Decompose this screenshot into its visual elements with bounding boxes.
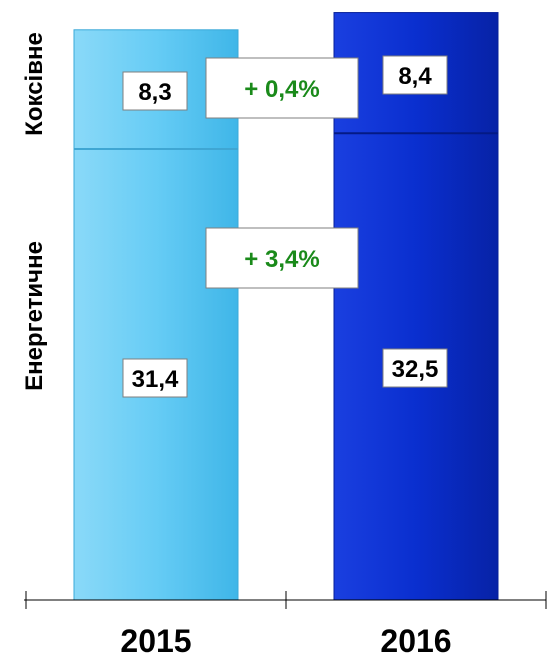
- data-label-box-2015-0: [122, 358, 188, 398]
- data-label-2015-1: 8,3: [138, 79, 171, 106]
- data-label-2016-0: 32,5: [392, 356, 439, 383]
- change-label-1: + 3,4%: [244, 246, 319, 273]
- category-label-koksivne: Коксівне: [21, 32, 48, 136]
- change-box-0: [205, 57, 359, 119]
- x-tick-label-2015: 2015: [120, 623, 191, 658]
- data-label-box-2016-1: [382, 55, 448, 95]
- data-label-box-2015-1: [122, 71, 188, 111]
- change-label-0: + 0,4%: [244, 76, 319, 103]
- change-box-1: [205, 227, 359, 289]
- data-label-box-2016-0: [382, 348, 448, 388]
- x-tick-label-2016: 2016: [380, 623, 451, 658]
- data-label-2016-1: 8,4: [398, 63, 432, 90]
- category-label-enerhetychne: Енергетичне: [21, 241, 48, 391]
- data-label-2015-0: 31,4: [132, 366, 179, 393]
